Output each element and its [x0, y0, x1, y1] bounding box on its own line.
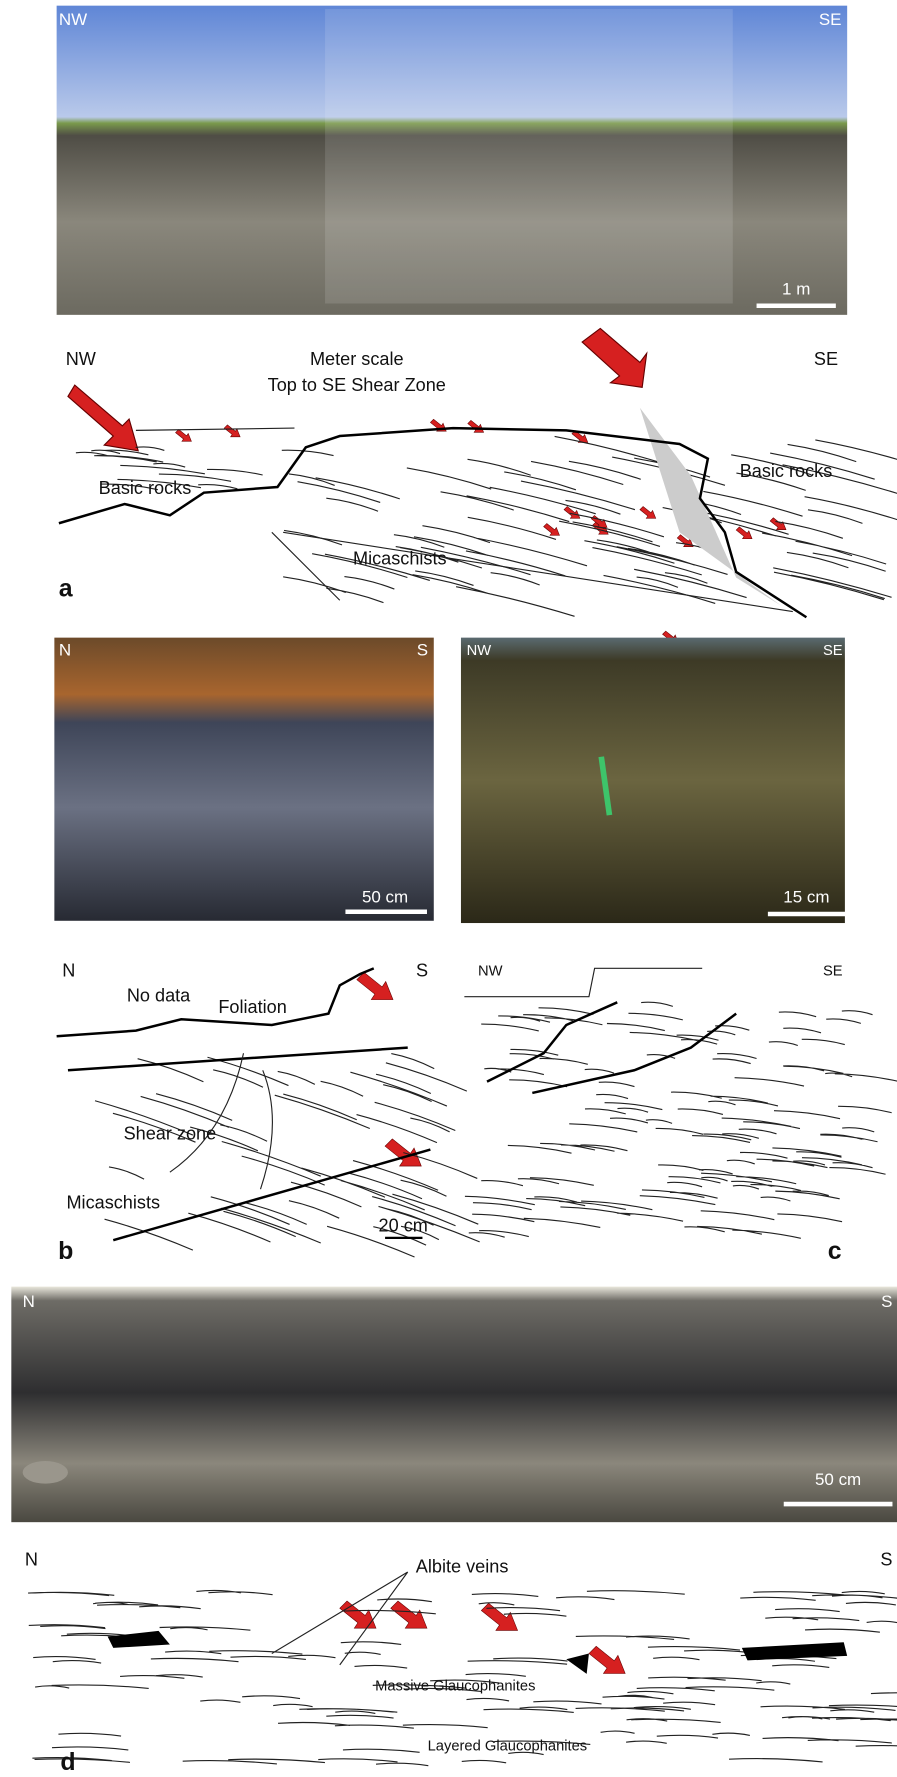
surface-line [57, 968, 374, 1036]
orientation-label: S [416, 961, 428, 981]
panel-label: b [58, 1237, 73, 1265]
shear-arrow [68, 385, 138, 451]
shear-arrow [640, 506, 656, 518]
photo-overlay [325, 9, 733, 303]
sketch-title: Meter scale [310, 349, 404, 369]
shear-arrow [224, 425, 240, 437]
sketch-label: Foliation [218, 997, 286, 1017]
shear-arrow [340, 1601, 376, 1628]
rock-label: Micaschists [353, 548, 447, 568]
figure: NW SE 1 m NW SE Meter scale Top to SE Sh… [0, 0, 897, 1777]
shear-arrow [544, 523, 560, 535]
shear-arrow [391, 1601, 427, 1628]
albite-vein [108, 1631, 848, 1674]
photo [461, 638, 845, 923]
orientation-label: N [23, 1292, 35, 1311]
pebble [23, 1461, 68, 1484]
scale-label: 50 cm [362, 888, 408, 907]
orientation-label: NW [478, 964, 503, 980]
scale-label: 1 m [782, 279, 810, 298]
sketch-label: Layered Glaucophanites [428, 1738, 588, 1754]
orientation-label: SE [823, 643, 843, 659]
sketch-label: Massive Glaucophanites [375, 1678, 535, 1694]
panel-label: d [60, 1748, 75, 1776]
shear-arrow [589, 1646, 625, 1673]
panel-label: a [59, 575, 74, 603]
sketch-title: Top to SE Shear Zone [268, 375, 446, 395]
rock-label: Basic rocks [740, 461, 833, 481]
orientation-label: S [881, 1292, 892, 1311]
shear-arrow [468, 420, 484, 432]
photo [54, 638, 433, 921]
orientation-label: NW [59, 10, 87, 29]
panel-label: c [828, 1237, 842, 1265]
scale-label: 15 cm [783, 888, 829, 907]
orientation-label: N [59, 641, 71, 660]
orientation-label: N [62, 961, 75, 981]
sketch-label: Micaschists [66, 1193, 160, 1213]
shear-zone-fill [640, 408, 782, 606]
photo [11, 1287, 897, 1523]
orientation-label: S [880, 1549, 892, 1569]
orientation-label: SE [823, 964, 843, 980]
orientation-label: NW [66, 349, 97, 369]
orientation-label: N [25, 1549, 38, 1569]
shear-arrow [176, 429, 192, 441]
orientation-label: SE [819, 10, 842, 29]
shear-arrow [582, 328, 647, 387]
rock-label: Basic rocks [99, 478, 192, 498]
sketch-label: Shear zone [124, 1124, 217, 1144]
shear-arrow [770, 518, 786, 530]
sketch-label: No data [127, 985, 191, 1005]
shear-line [487, 1002, 736, 1093]
orientation-label: SE [814, 349, 838, 369]
scale-label: 50 cm [815, 1470, 861, 1489]
foliation [465, 1002, 897, 1238]
sketch-label: Albite veins [416, 1556, 509, 1576]
orientation-label: S [417, 641, 428, 660]
scale-label: 20 cm [379, 1215, 428, 1235]
leader-line [272, 1572, 408, 1665]
shear-arrow [357, 972, 393, 999]
orientation-label: NW [467, 643, 492, 659]
